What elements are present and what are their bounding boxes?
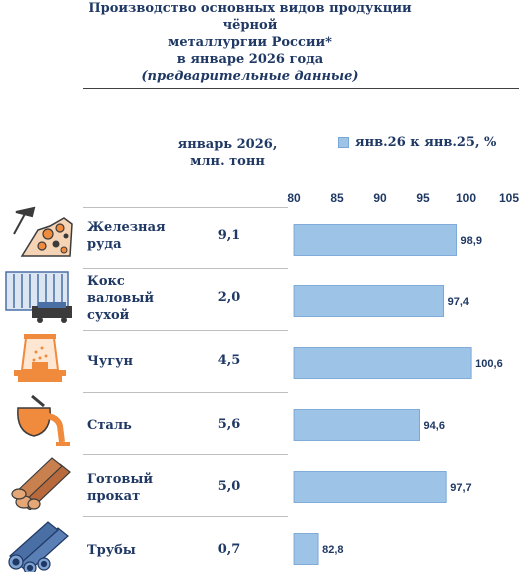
bar-value-label: 94,6 [424, 420, 445, 432]
chart-legend: янв.26 к янв.25, % [338, 135, 496, 150]
ore-mining-icon [13, 206, 73, 257]
bar [293, 224, 457, 256]
x-tick-label: 95 [416, 191, 430, 205]
product-volume-rolled: 5,0 [217, 479, 241, 494]
x-tick-label: 80 [287, 191, 301, 205]
bar [293, 471, 447, 503]
product-name-line: Сталь [87, 418, 132, 433]
bar [293, 409, 420, 441]
bar-value-label: 82,8 [322, 544, 343, 556]
legend-swatch [338, 137, 349, 148]
product-name-pig-iron: Чугун [87, 353, 133, 370]
blast-furnace-icon [14, 334, 66, 382]
product-name-line: сухой [87, 308, 130, 323]
product-name-line: Чугун [87, 354, 133, 369]
product-name-line: Готовый [87, 472, 154, 487]
product-name-line: Кокс [87, 274, 125, 289]
product-volume-pig-iron: 4,5 [217, 353, 241, 368]
product-name-line: Железная [87, 220, 166, 235]
volume-header-line-2: млн. тонн [190, 154, 265, 169]
x-tick-label: 100 [456, 191, 476, 205]
volume-header-line-1: январь 2026, [177, 137, 278, 152]
product-name-ore: Железная руда [87, 219, 166, 253]
product-volume-steel: 5,6 [217, 417, 241, 432]
bar-value-label: 100,6 [475, 358, 503, 370]
product-volume-ore: 9,1 [217, 228, 241, 243]
x-tick-label: 90 [373, 191, 387, 205]
x-tick-label: 85 [330, 191, 344, 205]
row-separator [83, 392, 288, 393]
product-name-line: прокат [87, 489, 141, 504]
steel-ladle-icon [17, 394, 70, 446]
row-separator [83, 268, 288, 269]
bar [293, 533, 319, 565]
row-separator [83, 454, 288, 455]
coke-oven-icon [5, 271, 72, 323]
legend-label: янв.26 к янв.25, % [355, 135, 497, 150]
title-line-4: (предварительные данные) [141, 69, 359, 84]
title-divider [83, 88, 519, 89]
product-volume-coke: 2,0 [217, 290, 241, 305]
volume-column-header: январь 2026, млн. тонн [160, 136, 295, 170]
rolled-steel-icon [11, 457, 71, 510]
product-name-rolled: Готовый прокат [87, 471, 153, 505]
x-tick-label: 105 [499, 191, 519, 205]
chart-title: Производство основных видов продукции чё… [70, 0, 430, 85]
bar-value-label: 97,7 [450, 482, 471, 494]
product-name-pipes: Трубы [87, 542, 136, 559]
row-separator [83, 516, 288, 517]
bar [293, 285, 445, 317]
product-name-line: руда [87, 237, 122, 252]
title-line-2: металлургии России* [168, 35, 332, 50]
title-line-3: в январе 2026 года [176, 52, 324, 67]
product-volume-pipes: 0,7 [217, 542, 241, 557]
bar-value-label: 98,9 [461, 235, 482, 247]
pipes-icon [8, 521, 69, 572]
product-name-line: валовый [87, 291, 154, 306]
product-name-coke: Кокс валовый сухой [87, 273, 154, 324]
row-separator [83, 207, 288, 208]
row-separator [83, 330, 288, 331]
bar [293, 347, 472, 379]
product-name-line: Трубы [87, 543, 136, 558]
title-line-1: Производство основных видов продукции чё… [88, 1, 412, 33]
bar-value-label: 97,4 [448, 296, 470, 308]
product-name-steel: Сталь [87, 417, 132, 434]
